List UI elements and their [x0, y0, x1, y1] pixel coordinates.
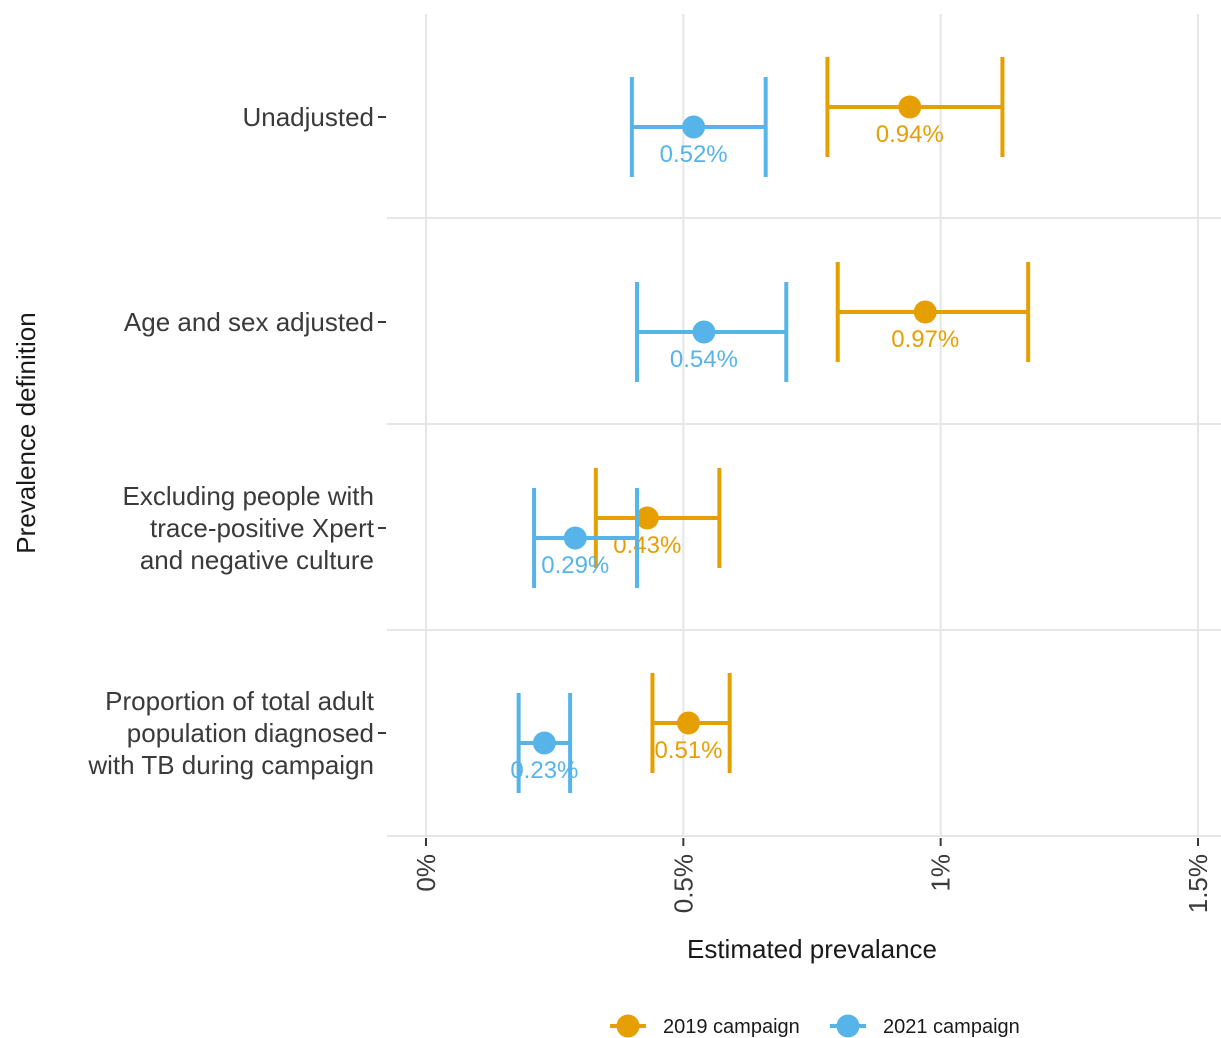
grid [387, 14, 1221, 837]
x-axis-labels: 0% 0.5% 1% 1.5% [411, 838, 1213, 913]
category-label: Excluding people with [123, 481, 375, 511]
series-orange: 0.94%0.97%0.43%0.51% [593, 57, 1031, 773]
point-estimate [635, 506, 659, 530]
legend: 2019 campaign 2021 campaign [610, 1014, 1020, 1038]
legend-item: 2021 campaign [830, 1014, 1020, 1038]
point-estimate [913, 300, 937, 324]
legend-swatch-point [836, 1014, 860, 1038]
x-tick-label: 1.5% [1183, 854, 1213, 913]
legend-item: 2019 campaign [610, 1014, 800, 1038]
category-label: and negative culture [140, 545, 374, 575]
category-label: Proportion of total adult [105, 686, 375, 716]
point-estimate [682, 115, 706, 139]
x-tick-label: 0% [411, 854, 441, 892]
data-label: 0.23% [510, 757, 578, 784]
legend-swatch-point [616, 1014, 640, 1038]
data-label: 0.94% [876, 121, 944, 148]
category-label: trace-positive Xpert [150, 513, 375, 543]
category-label: with TB during campaign [87, 750, 374, 780]
point-estimate [563, 526, 587, 550]
category-label: population diagnosed [127, 718, 374, 748]
data-label: 0.29% [541, 552, 609, 579]
category-label: Unadjusted [242, 102, 374, 132]
data-label: 0.52% [660, 141, 728, 168]
point-estimate [692, 320, 716, 344]
y-axis-labels: Unadjusted Age and sex adjusted Excluding … [87, 102, 386, 780]
series-blue: 0.52% 0.54% 0.29% 0.23% [510, 77, 789, 793]
legend-label: 2021 campaign [883, 1016, 1020, 1038]
data-label: 0.54% [670, 346, 738, 373]
point-estimate [532, 731, 556, 755]
x-tick-label: 0.5% [668, 854, 698, 913]
point-estimate [898, 95, 922, 119]
point-estimate [676, 711, 700, 735]
legend-label: 2019 campaign [663, 1016, 800, 1038]
data-label: 0.51% [654, 737, 722, 764]
x-axis-title: Estimated prevalance [687, 934, 937, 964]
y-axis-title: Prevalence definition [11, 312, 41, 553]
data-label: 0.97% [891, 326, 959, 353]
category-label: Age and sex adjusted [124, 307, 374, 337]
plot-marks: 0.94%0.97%0.43%0.51%0.52%0.54%0.29%0.23% [510, 57, 1031, 793]
x-tick-label: 1% [926, 854, 956, 892]
